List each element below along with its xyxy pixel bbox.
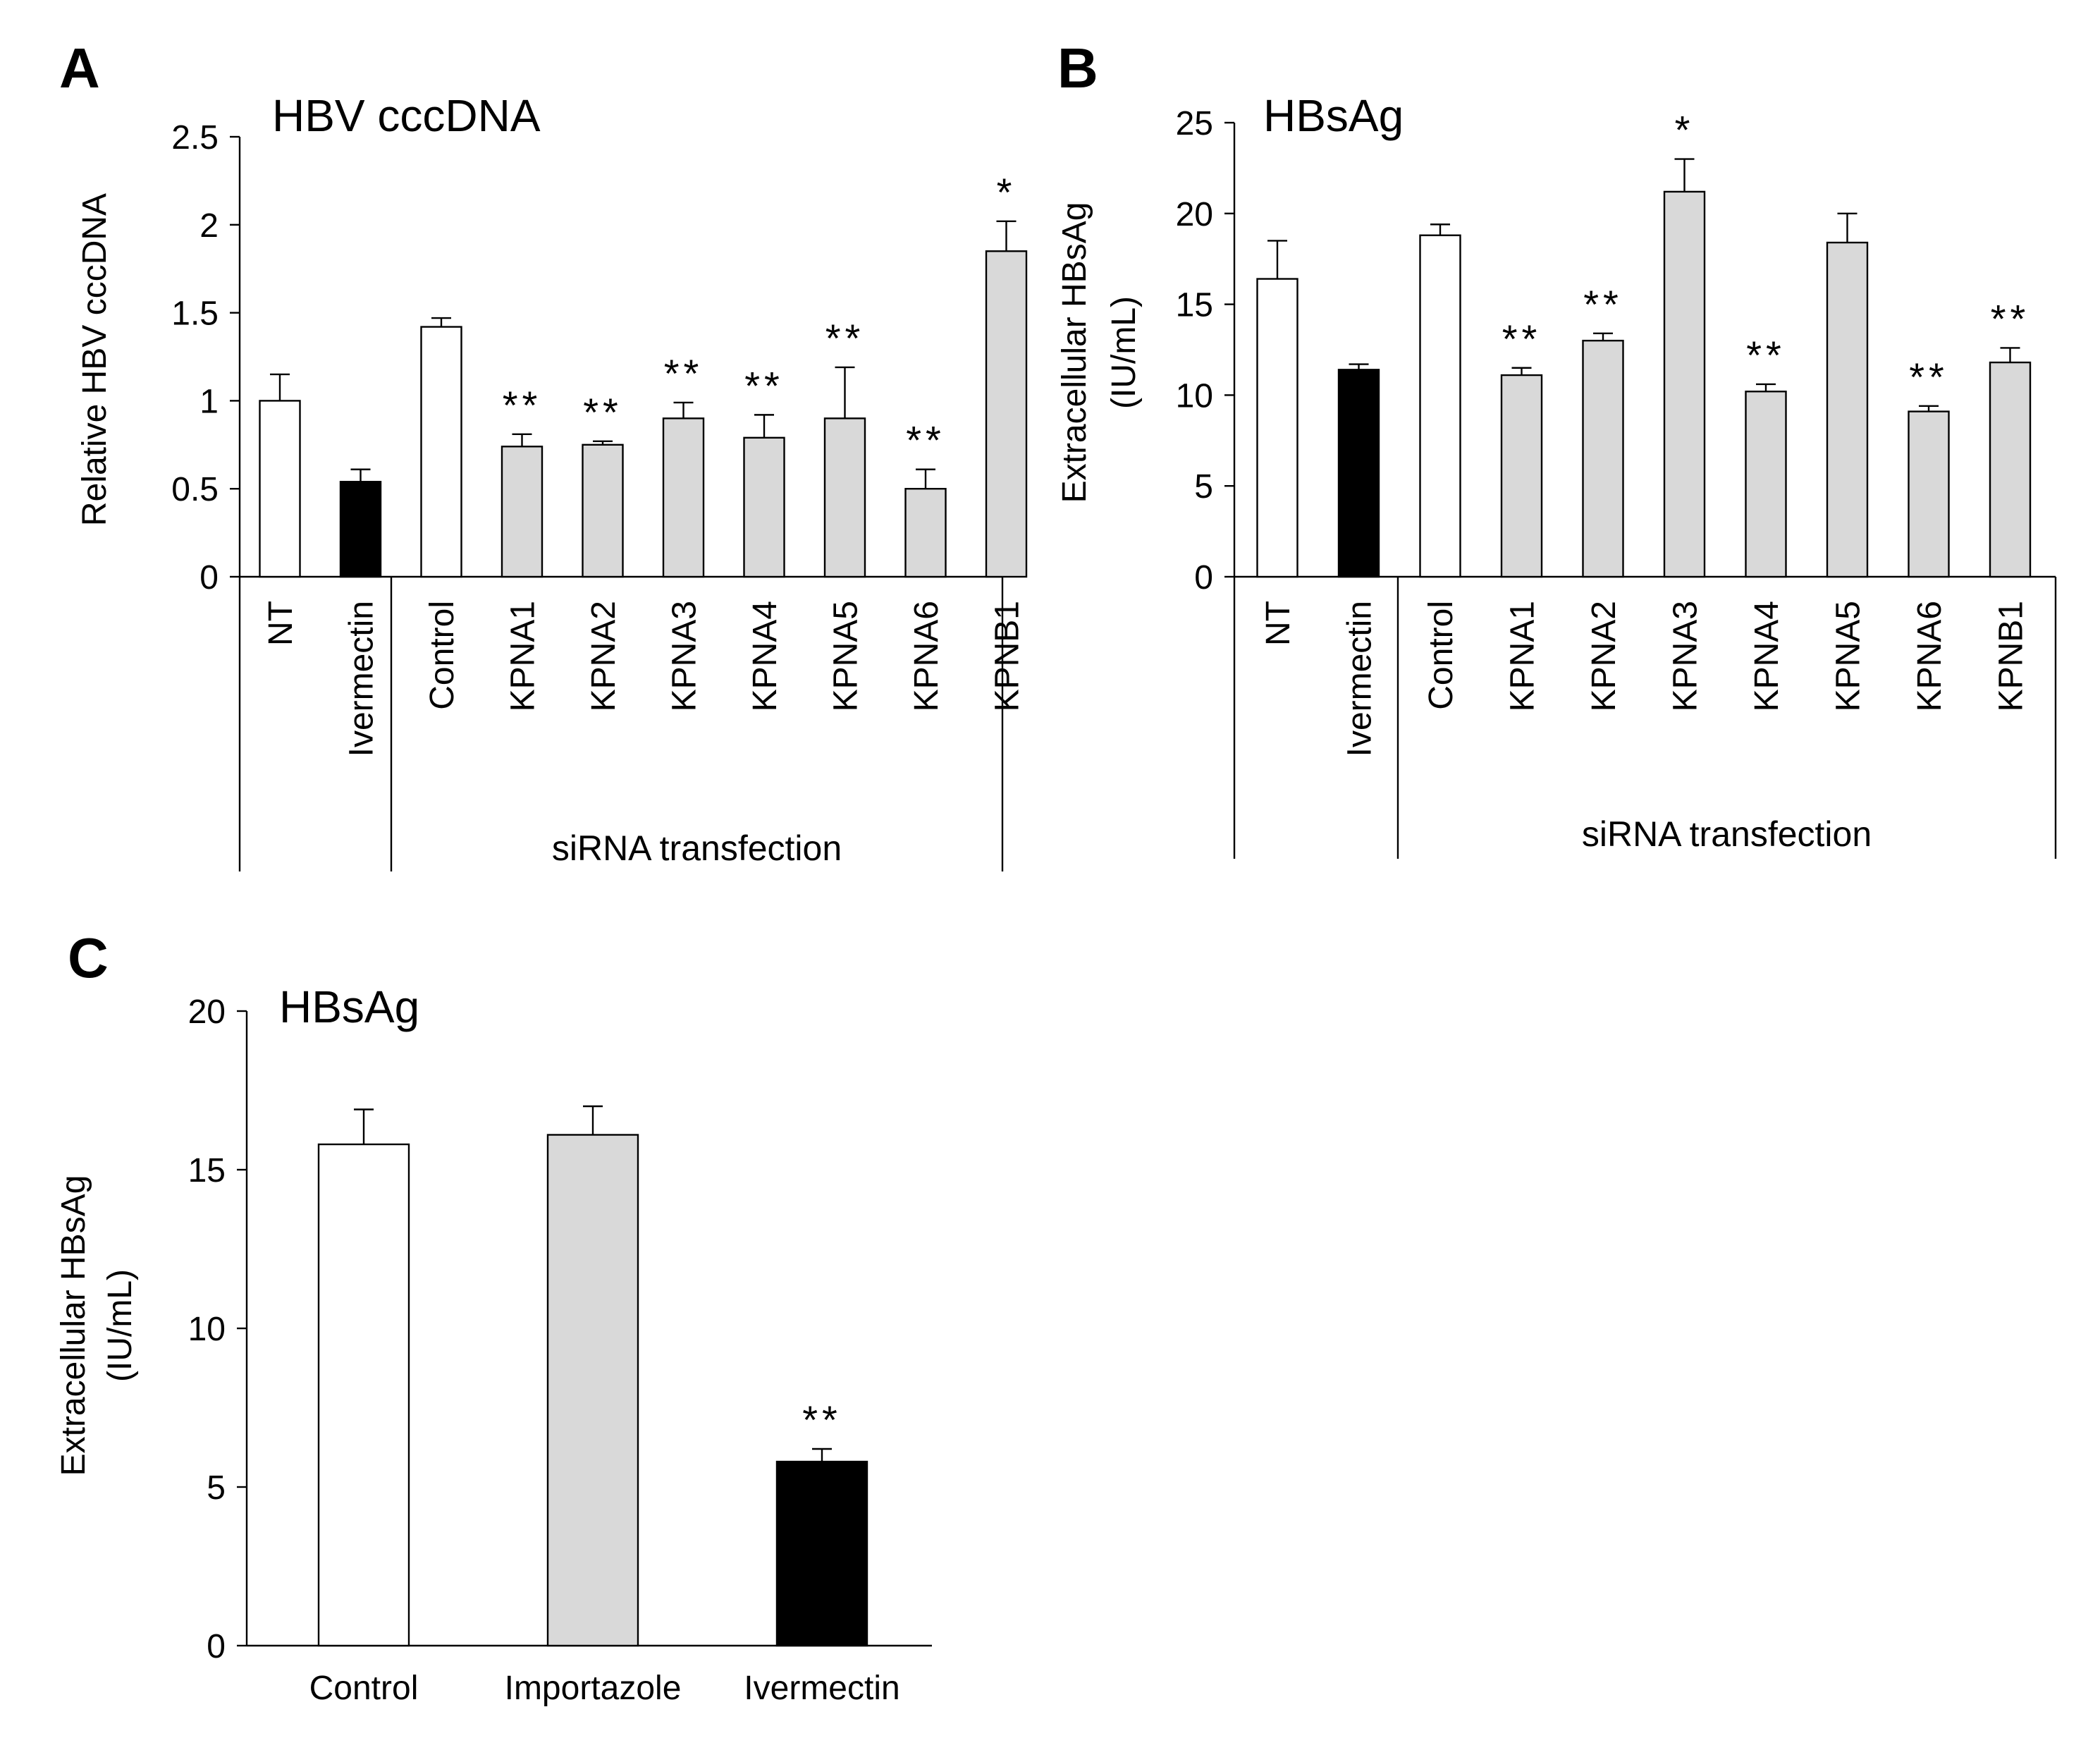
chart-b-significance-marker: ** xyxy=(1502,317,1542,361)
chart-a-bar-ivermectin xyxy=(339,481,382,578)
chart-a-category-label: KPNA5 xyxy=(828,601,865,711)
chart-a-significance-marker: ** xyxy=(744,363,784,408)
chart-b-category-label: NT xyxy=(1260,601,1297,646)
chart-c-category-label: Control xyxy=(309,1670,419,1707)
chart-a-category-label: KPNA6 xyxy=(908,601,945,711)
chart-a-category-label: KPNA1 xyxy=(505,601,542,711)
chart-b-bar-ivermectin xyxy=(1337,369,1380,578)
chart-a-bar-kpna1 xyxy=(501,446,544,578)
panel-letter-c: C xyxy=(68,926,109,989)
chart-c-y-tick-label: 0 xyxy=(207,1628,226,1665)
chart-a-bar-kpna6 xyxy=(904,488,947,578)
chart-c-bar-importazole xyxy=(546,1134,639,1647)
chart-b-y-tick-label: 5 xyxy=(1194,468,1213,506)
chart-a-bar-nt xyxy=(259,400,301,578)
chart-a-category-label: NT xyxy=(262,601,300,646)
chart-b-bar-kpna2 xyxy=(1582,339,1624,578)
chart-c-bar-ivermectin xyxy=(775,1460,868,1647)
chart-c-category-label: Importazole xyxy=(505,1670,682,1707)
chart-b-category-label: KPNA3 xyxy=(1667,601,1705,711)
chart-b-category-label: Ivermectin xyxy=(1341,601,1379,757)
chart-b-significance-marker: ** xyxy=(1746,333,1786,377)
chart-b-y-axis-label: Extracellular HBsAg xyxy=(1056,202,1093,503)
chart-c-significance-marker: ** xyxy=(802,1397,842,1442)
chart-b-significance-marker: ** xyxy=(1991,296,2030,341)
chart-c-y-tick-label: 20 xyxy=(188,993,226,1031)
chart-b-significance-marker: ** xyxy=(1909,355,1948,399)
chart-a-category-label: KPNA3 xyxy=(666,601,704,711)
chart-a-significance-marker: ** xyxy=(664,351,704,396)
chart-b-category-label: KPNA2 xyxy=(1585,601,1623,711)
chart-b-y-tick-label: 25 xyxy=(1176,105,1213,142)
chart-b-bar-kpna5 xyxy=(1826,241,1869,578)
chart-a-y-axis-label: Relative HBV cccDNA xyxy=(76,193,113,526)
chart-b-bar-nt xyxy=(1256,278,1298,578)
chart-a-title: HBV cccDNA xyxy=(272,90,541,141)
chart-c-bar-control xyxy=(317,1143,410,1647)
chart-a-category-label: Control xyxy=(424,601,461,710)
chart-b-bar-kpna3 xyxy=(1663,190,1706,578)
chart-b-significance-marker: ** xyxy=(1583,282,1623,326)
chart-a-bar-kpna5 xyxy=(823,417,866,578)
chart-b-category-label: KPNB1 xyxy=(1993,601,2030,711)
chart-a-significance-marker: ** xyxy=(583,390,622,434)
chart-b-y-tick-label: 10 xyxy=(1176,377,1213,415)
chart-a: 0 0.5 1 1.5 2 2.5 Relative HBV cccDNA NT Ivermec… xyxy=(76,119,1028,871)
chart-a-y-tick-label: 2 xyxy=(199,207,219,245)
chart-a-bar-kpna4 xyxy=(743,436,785,578)
chart-a-significance-marker: ** xyxy=(503,383,542,427)
chart-a-category-label: Ivermectin xyxy=(343,601,381,757)
chart-a-significance-marker: ** xyxy=(825,316,865,360)
chart-c-y-axis-unit: (IU/mL) xyxy=(102,1269,139,1382)
chart-b-y-tick-label: 15 xyxy=(1176,287,1213,324)
chart-a-bar-kpnb1 xyxy=(985,250,1028,578)
chart-b-title: HBsAg xyxy=(1263,90,1404,141)
chart-b-bar-kpna6 xyxy=(1908,410,1950,578)
chart-a-category-label: KPNA2 xyxy=(585,601,622,711)
chart-b: 0 5 10 15 20 25 Extracellular HBsAg (IU/mL) NT Iv… xyxy=(1056,105,2057,859)
chart-a-category-label: KPNB1 xyxy=(989,601,1026,711)
chart-b-bar-kpnb1 xyxy=(1989,361,2032,578)
chart-b-significance-marker: * xyxy=(1675,108,1695,152)
chart-c: 0 5 10 15 20 Extracellular HBsAg (IU/mL) Contro… xyxy=(55,993,932,1707)
chart-a-group-label: siRNA transfection xyxy=(552,828,842,868)
chart-c-title: HBsAg xyxy=(279,981,419,1032)
chart-c-y-axis-label: Extracellular HBsAg xyxy=(55,1175,92,1476)
chart-a-y-tick-label: 1 xyxy=(199,383,219,420)
chart-a-y-tick-label: 1.5 xyxy=(171,295,219,333)
chart-c-y-tick-label: 10 xyxy=(188,1311,226,1348)
chart-a-category-label: KPNA4 xyxy=(747,601,784,711)
chart-a-significance-marker: ** xyxy=(906,418,945,463)
panel-letter-b: B xyxy=(1057,37,1098,99)
chart-c-y-tick-label: 15 xyxy=(188,1152,226,1189)
chart-c-category-label: Ivermectin xyxy=(744,1670,899,1707)
chart-a-bar-kpna2 xyxy=(582,443,624,578)
chart-c-y-tick-label: 5 xyxy=(207,1469,226,1507)
chart-b-y-tick-label: 20 xyxy=(1176,196,1213,233)
chart-a-bar-control xyxy=(420,326,462,578)
chart-a-significance-marker: * xyxy=(997,170,1017,214)
chart-b-category-label: KPNA6 xyxy=(1911,601,1948,711)
chart-b-bar-kpna4 xyxy=(1745,391,1787,578)
chart-b-y-axis-unit: (IU/mL) xyxy=(1105,296,1143,409)
panel-letter-a: A xyxy=(59,37,100,99)
chart-b-y-tick-label: 0 xyxy=(1194,559,1213,596)
chart-b-bar-kpna1 xyxy=(1500,374,1543,578)
chart-a-bar-kpna3 xyxy=(662,417,705,578)
chart-a-y-tick-label: 0 xyxy=(199,559,219,596)
chart-b-category-label: KPNA1 xyxy=(1504,601,1542,711)
chart-b-group-label: siRNA transfection xyxy=(1582,814,1872,854)
chart-a-y-tick-label: 2.5 xyxy=(171,119,219,157)
chart-b-category-label: Control xyxy=(1423,601,1460,710)
chart-b-bar-control xyxy=(1419,234,1461,578)
chart-b-category-label: KPNA5 xyxy=(1830,601,1867,711)
chart-b-category-label: KPNA4 xyxy=(1748,601,1786,711)
chart-a-y-tick-label: 0.5 xyxy=(171,471,219,508)
